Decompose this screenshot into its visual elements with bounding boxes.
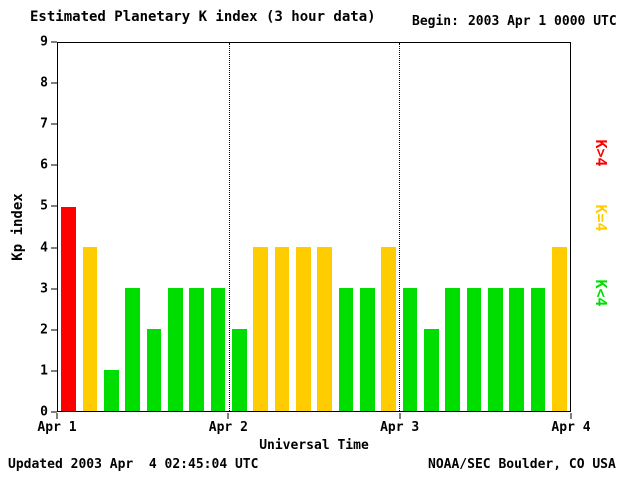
- kp-bar: [296, 247, 311, 411]
- y-tick-label: 1: [40, 363, 48, 379]
- x-tick-label: Apr 3: [380, 420, 420, 435]
- y-tick-label: 8: [40, 75, 48, 91]
- kp-bar: [488, 288, 503, 411]
- begin-time: Begin: 2003 Apr 1 0000 UTC: [412, 14, 617, 29]
- kp-bar: [253, 247, 268, 411]
- y-tick-label: 3: [40, 281, 48, 297]
- day-gridline: [228, 43, 230, 411]
- y-tick-mark: [51, 205, 57, 207]
- x-tick-label: Apr 2: [208, 420, 248, 435]
- kp-bar: [509, 288, 524, 411]
- kp-bar: [317, 247, 332, 411]
- kp-bar: [402, 288, 418, 411]
- plot-area: [57, 42, 571, 412]
- chart-title: Estimated Planetary K index (3 hour data…: [30, 9, 376, 25]
- y-tick-mark: [51, 164, 57, 166]
- kp-bar: [104, 370, 119, 411]
- kp-bar: [360, 288, 375, 411]
- x-tick-label: Apr 1: [37, 420, 77, 435]
- kp-bar: [82, 247, 98, 411]
- x-tick-labels: Apr 1 Apr 2 Apr 3 Apr 4: [37, 420, 590, 435]
- kp-bar: [274, 247, 290, 411]
- y-tick-mark: [51, 370, 57, 372]
- kp-bar: [189, 288, 204, 411]
- y-tick-mark: [51, 288, 57, 290]
- y-tick-label: 9: [40, 34, 48, 50]
- y-tick-label: 4: [40, 240, 48, 256]
- day-gridline: [399, 43, 401, 411]
- kp-bar: [530, 288, 546, 411]
- y-tick-mark: [51, 247, 57, 249]
- x-tick-marks: [56, 413, 572, 419]
- y-tick-mark: [51, 41, 57, 43]
- kp-bar: [125, 288, 140, 411]
- y-tick-label: 0: [40, 404, 48, 420]
- kp-bar: [338, 288, 354, 411]
- y-tick-label: 6: [40, 157, 48, 173]
- x-tick-mark: [56, 413, 58, 419]
- y-tick-labels: 0 1 2 3 4 5 6 7 8 9: [26, 35, 48, 420]
- x-axis-label: Universal Time: [259, 438, 369, 453]
- y-tick-mark: [51, 329, 57, 331]
- y-tick-marks: [51, 41, 57, 413]
- kp-bar: [445, 288, 460, 411]
- kp-bar: [381, 247, 396, 411]
- y-tick-mark: [51, 82, 57, 84]
- kp-bar: [168, 288, 183, 411]
- kp-bar: [466, 288, 482, 411]
- updated-timestamp: Updated 2003 Apr 4 02:45:04 UTC: [8, 457, 259, 472]
- kp-bar: [424, 329, 439, 411]
- x-tick-mark: [570, 413, 572, 419]
- begin-label: Begin:: [412, 14, 459, 29]
- kp-bar: [146, 329, 162, 411]
- legend-item-k-eq-4: K=4: [592, 204, 610, 232]
- y-tick-label: 2: [40, 322, 48, 338]
- y-tick-label: 7: [40, 116, 48, 132]
- kp-bar: [552, 247, 567, 411]
- x-tick-mark: [227, 413, 229, 419]
- legend-item-k-gt-4: K>4: [592, 139, 610, 167]
- y-tick-mark: [51, 123, 57, 125]
- legend-item-k-lt-4: K<4: [592, 279, 610, 307]
- y-axis-label: Kp index: [10, 193, 26, 261]
- kp-bar: [61, 206, 76, 411]
- kp-bar: [232, 329, 247, 411]
- begin-value: 2003 Apr 1 0000 UTC: [467, 14, 617, 29]
- source-credit: NOAA/SEC Boulder, CO USA: [428, 457, 616, 472]
- y-tick-label: 5: [40, 198, 48, 214]
- y-tick-mark: [51, 411, 57, 413]
- x-tick-label: Apr 4: [551, 420, 591, 435]
- x-tick-mark: [399, 413, 401, 419]
- kp-bar: [210, 288, 226, 411]
